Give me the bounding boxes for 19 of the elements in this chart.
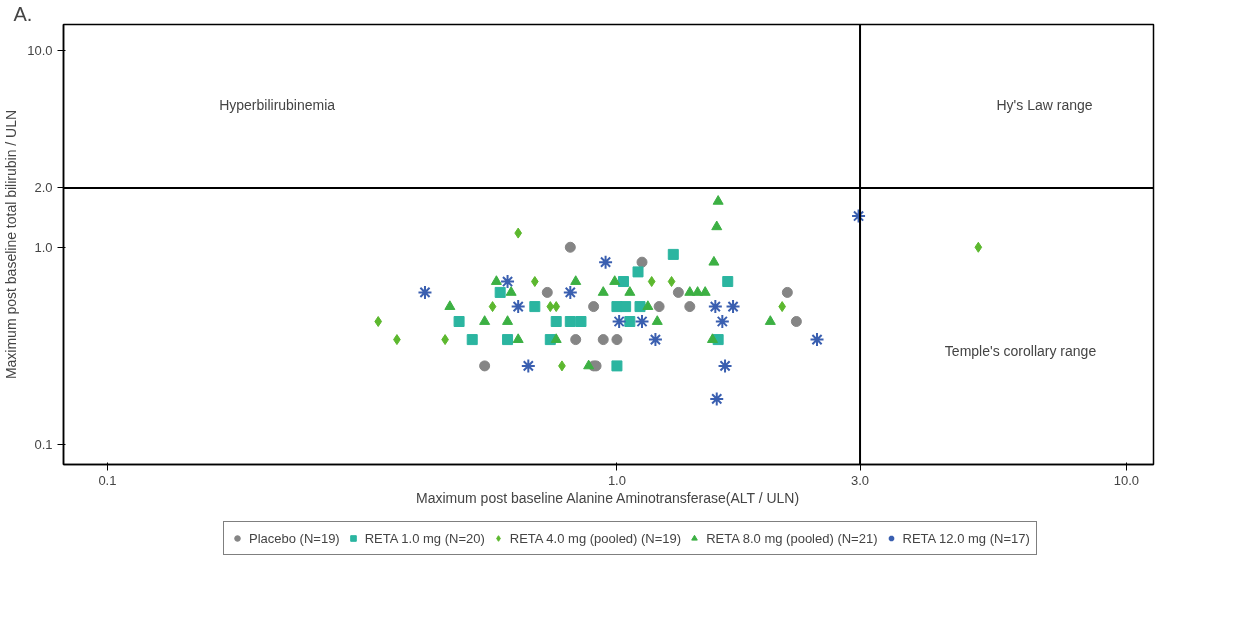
- y-tick-label: 1.0: [34, 239, 53, 255]
- x-tick-label: 1.0: [607, 472, 626, 488]
- legend-label: RETA 12.0 mg (N=17): [902, 530, 1030, 546]
- y-tick-label: 2.0: [34, 180, 53, 196]
- x-tick-label: 3.0: [851, 472, 870, 488]
- annotation: Hy's Law range: [996, 97, 1093, 114]
- x-tick-label: 10.0: [1113, 472, 1140, 488]
- y-tick-label: 10.0: [27, 42, 53, 58]
- x-axis-title: Maximum post baseline Alanine Aminotransferase(ALT / ULN): [416, 489, 800, 506]
- x-tick-label: 0.1: [98, 472, 117, 488]
- legend-label: RETA 1.0 mg (N=20): [364, 530, 485, 546]
- legend-label: RETA 4.0 mg (pooled) (N=19): [509, 530, 682, 546]
- annotation: Hyperbilirubinemia: [219, 97, 336, 114]
- annotation: Temple's corollary range: [944, 342, 1097, 359]
- y-tick-label: 0.1: [34, 436, 53, 452]
- y-axis-title: Maximum post baseline total bilirubin / ULN: [3, 109, 20, 380]
- legend-label: RETA 8.0 mg (pooled) (N=21): [706, 530, 878, 546]
- text: A.: [13, 2, 33, 25]
- legend-label: Placebo (N=19): [249, 530, 340, 546]
